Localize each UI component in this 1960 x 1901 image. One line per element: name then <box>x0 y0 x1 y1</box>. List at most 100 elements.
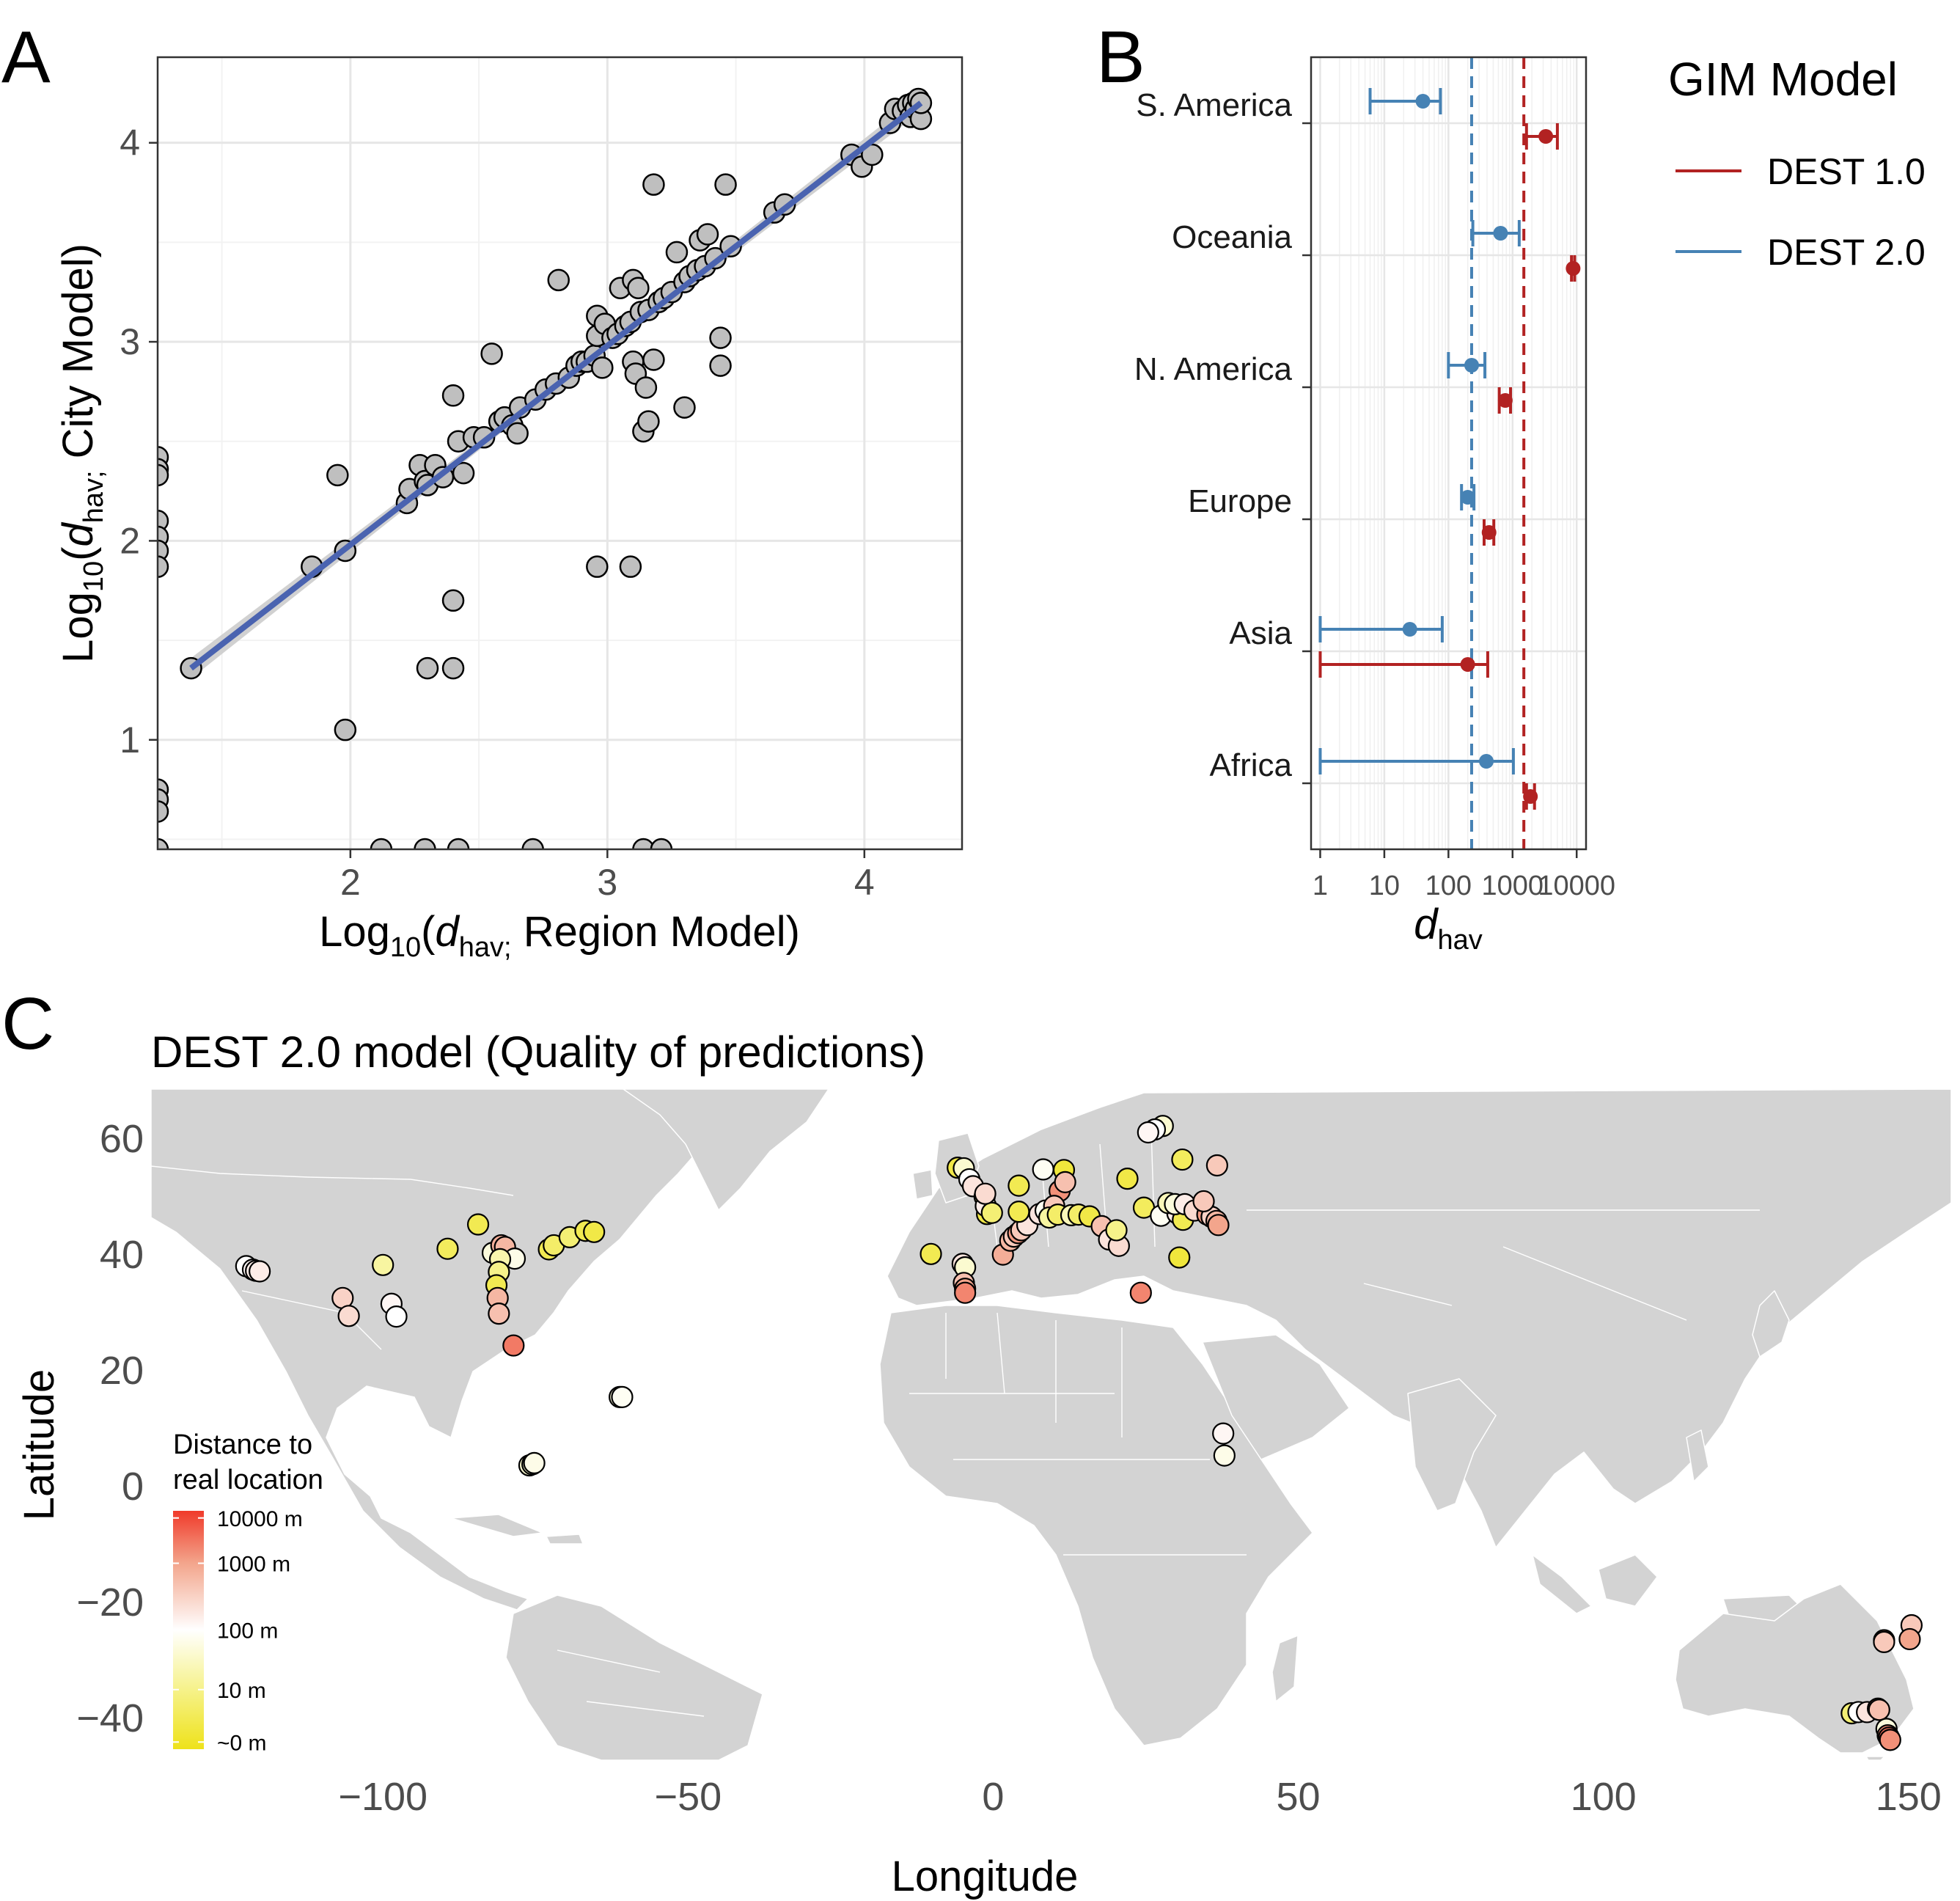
scatter-point <box>637 410 660 433</box>
scatter-point <box>441 589 465 612</box>
scatter-point <box>547 268 570 292</box>
scatter-point <box>673 396 696 419</box>
errorbar-point <box>1566 261 1581 276</box>
scatter-point <box>414 838 436 849</box>
map-title: DEST 2.0 model (Quality of predictions) <box>151 1028 925 1077</box>
panel-a-x-axis-title: Log10(dhav; Region Model) <box>319 908 800 963</box>
map-point <box>611 1385 634 1408</box>
map-point <box>502 1334 525 1357</box>
map-point <box>436 1237 459 1260</box>
x-tick-label: −100 <box>338 1775 427 1819</box>
y-tick-label: −40 <box>76 1696 144 1740</box>
y-tick-label: 3 <box>120 321 140 362</box>
panel-b-categories: S. America Oceania N. America Europe Asia Afr… <box>1134 87 1293 783</box>
errorbar-point <box>1460 657 1475 672</box>
map-point <box>1007 1201 1030 1223</box>
scatter-point <box>650 838 673 849</box>
scatter-point <box>714 173 737 196</box>
scatter-point <box>370 838 393 849</box>
panel-a-ticks: 2 3 4 1 2 3 4 <box>120 122 875 903</box>
y-tick-label: −20 <box>76 1580 144 1625</box>
errorbar-point <box>1464 358 1479 373</box>
map-point <box>1207 1214 1230 1237</box>
land-tasmania <box>1865 1756 1885 1760</box>
fit-line <box>189 100 923 671</box>
map-point <box>1868 1699 1890 1721</box>
land-africa <box>879 1305 1313 1746</box>
y-tick-label: 60 <box>100 1117 144 1161</box>
colorbar-label: 100 m <box>217 1619 278 1644</box>
land-borneo <box>1598 1554 1658 1607</box>
scatter-point <box>416 656 439 680</box>
category-label: Asia <box>1229 615 1292 651</box>
colorbar-label: ~0 m <box>217 1731 267 1755</box>
scatter-point <box>158 838 169 849</box>
border-us-canada <box>151 1165 514 1196</box>
colorbar-label: 10000 m <box>217 1507 303 1531</box>
border-asia-1 <box>1247 1209 1760 1321</box>
panel-c-x-axis-title: Longitude <box>892 1853 1079 1900</box>
x-tick-label: 100 <box>1425 871 1472 901</box>
scatter-point <box>591 356 614 379</box>
scatter-point <box>665 241 689 264</box>
map-point <box>337 1305 360 1327</box>
land-north-america <box>151 1088 734 1611</box>
scatter-point <box>709 354 732 377</box>
land-south-america <box>505 1594 763 1760</box>
scatter-point <box>158 464 169 487</box>
scatter-point <box>506 422 529 445</box>
panel-a-y-axis-title: Log10(dhav; City Model) <box>54 243 109 663</box>
border-africa-1 <box>909 1312 1247 1556</box>
map-point <box>954 1281 977 1304</box>
land-greenland <box>623 1088 829 1211</box>
land-philippines <box>1686 1429 1709 1482</box>
x-tick-label: 50 <box>1277 1775 1321 1819</box>
y-tick-label: 2 <box>120 520 140 561</box>
map-point <box>1129 1281 1152 1304</box>
panel-a: 2 3 4 1 2 3 4 Log10(dhav; Region Model) Log10(… <box>54 56 964 963</box>
panel-b-x-axis-title: dhav <box>1414 901 1483 956</box>
land-sumatra <box>1532 1554 1592 1614</box>
scatter-point <box>158 555 169 578</box>
x-tick-label: 1 <box>1313 871 1328 901</box>
colorbar-title-line-1: Distance to <box>173 1429 312 1460</box>
map-point <box>1873 1630 1895 1654</box>
errorbar-point <box>1538 129 1554 144</box>
scatter-point <box>642 173 665 196</box>
map-point <box>1212 1422 1235 1445</box>
panel-a-border <box>156 56 964 851</box>
map-point <box>385 1305 408 1328</box>
scatter-point <box>158 800 169 823</box>
x-tick-label: 2 <box>340 862 361 903</box>
scatter-point <box>441 384 465 407</box>
y-tick-label: 40 <box>100 1233 144 1277</box>
land-cuba <box>450 1514 543 1537</box>
border-us-mexico <box>241 1290 382 1350</box>
errorbar-point <box>1523 789 1538 804</box>
scatter-point <box>642 348 665 371</box>
land-ireland <box>912 1169 933 1200</box>
border-south-america-1 <box>557 1649 705 1717</box>
land-hispaniola <box>546 1534 584 1545</box>
panel-c-y-axis-title: Latitude <box>15 1369 63 1520</box>
map-point <box>974 1182 996 1205</box>
scatter-point <box>627 276 650 300</box>
x-tick-label: 10 <box>1369 871 1400 901</box>
errorbar-point <box>1402 622 1417 637</box>
map-point <box>583 1220 606 1243</box>
x-tick-label: −50 <box>655 1775 722 1819</box>
legend-label-dest-2: DEST 2.0 <box>1767 232 1926 273</box>
x-tick-label: 100 <box>1571 1775 1637 1819</box>
scatter-point <box>521 838 544 849</box>
map-point <box>488 1303 510 1325</box>
panel-c-points <box>235 1115 1923 1751</box>
map-point <box>1171 1148 1194 1171</box>
colorbar-label: 1000 m <box>217 1553 290 1577</box>
panel-b-reference-lines <box>1469 57 1526 849</box>
panel-a-grid <box>158 57 962 849</box>
map-point <box>1898 1627 1921 1651</box>
map-point <box>1007 1174 1030 1197</box>
map-point <box>1205 1154 1228 1177</box>
colorbar-label: 10 m <box>217 1679 266 1703</box>
